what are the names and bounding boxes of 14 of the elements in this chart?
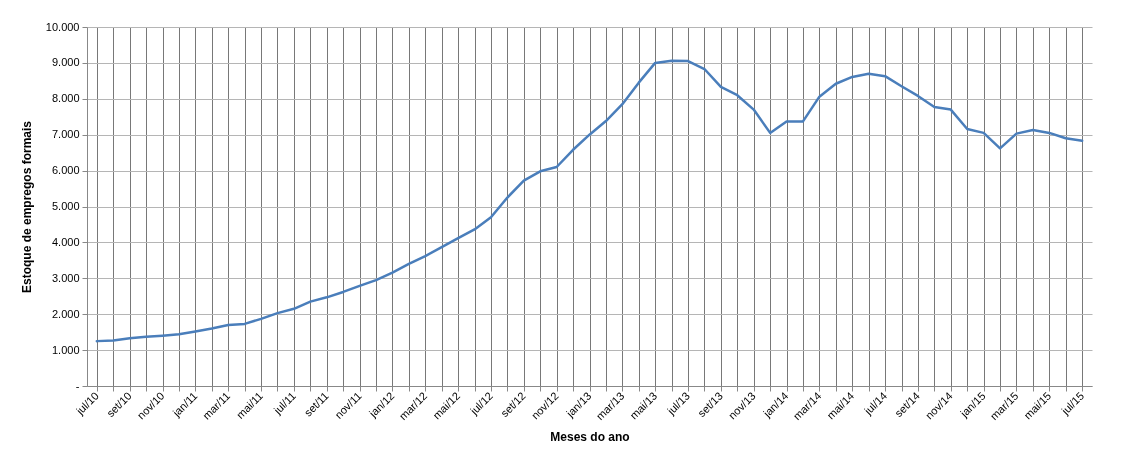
y-tick-label: 4.000 [51,235,80,248]
y-tick-label: 3.000 [51,271,80,284]
y-tick-label: - [75,379,80,392]
y-tick-label: 7.000 [51,128,80,141]
y-tick-label: 10.000 [45,20,80,33]
y-tick-label: 8.000 [51,92,80,105]
y-tick-label: 5.000 [51,200,80,212]
y-tick-label: 1.000 [51,343,80,356]
x-axis-title: Meses do ano [550,430,630,445]
y-tick-label: 6.000 [51,164,80,177]
line-series [95,59,1084,343]
y-tick-label: 2.000 [51,307,80,320]
y-axis-title: Estoque de empregos formais [19,120,34,294]
y-tick-label: 9.000 [51,56,80,69]
